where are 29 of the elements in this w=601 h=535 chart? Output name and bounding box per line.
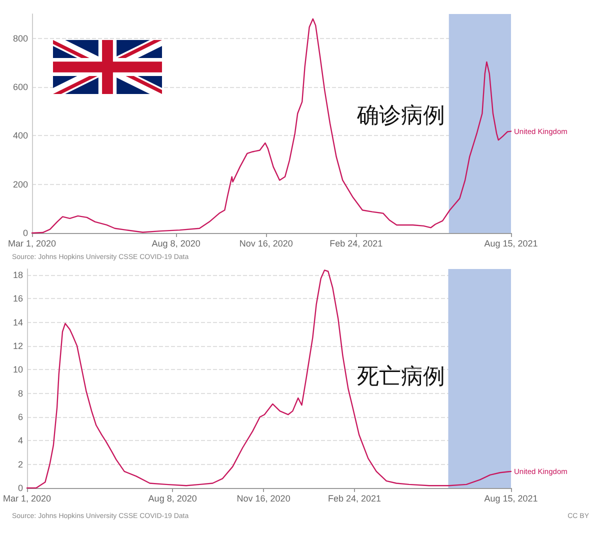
x-tick-label: Aug 15, 2021	[484, 494, 538, 504]
x-tick-label: Mar 1, 2020	[8, 238, 56, 248]
x-tick-label: Mar 1, 2020	[3, 494, 52, 504]
text: 死亡病例	[357, 364, 445, 388]
x-tick-label: Nov 16, 2020	[236, 494, 290, 504]
y-tick-label: 10	[13, 364, 24, 375]
y-tick-label: 16	[13, 294, 24, 304]
y-tick-label: 2	[18, 459, 24, 470]
y-tick-label: 600	[12, 82, 28, 92]
y-tick-label: 400	[12, 130, 28, 141]
y-tick-label: 4	[18, 436, 24, 446]
y-tick-label: 18	[13, 270, 24, 280]
y-tick-label: 8	[18, 388, 24, 398]
x-tick-label: Nov 16, 2020	[239, 238, 293, 248]
x-tick-label: Feb 24, 2021	[330, 238, 383, 248]
x-tick-label: Aug 8, 2020	[152, 238, 200, 248]
y-tick-label: 6	[18, 412, 24, 422]
x-tick-label: Feb 24, 2021	[328, 494, 382, 504]
y-tick-label: 14	[13, 317, 24, 328]
line-series	[31, 18, 512, 234]
x-tick-label: Aug 15, 2021	[484, 238, 538, 248]
y-tick-label: 200	[12, 179, 28, 190]
line-series	[26, 270, 512, 489]
y-tick-label: 12	[13, 340, 24, 351]
y-tick-label: 800	[12, 33, 28, 44]
y-tick-label: 0	[18, 483, 24, 493]
x-tick-label: Aug 8, 2020	[148, 494, 197, 504]
y-tick-label: 0	[22, 228, 28, 238]
text: 确诊病例	[356, 102, 445, 128]
